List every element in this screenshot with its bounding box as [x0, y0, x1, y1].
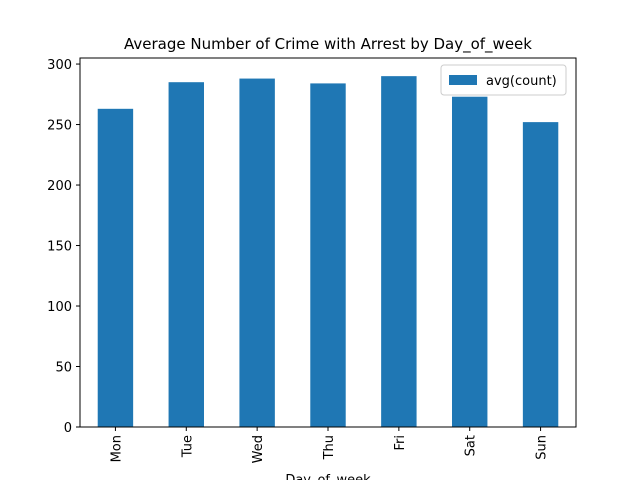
bar — [239, 78, 275, 428]
chart-title: Average Number of Crime with Arrest by D… — [124, 35, 532, 54]
bar — [168, 82, 204, 428]
y-tick-label: 300 — [47, 58, 72, 73]
bar — [97, 108, 134, 428]
bar — [381, 76, 417, 428]
y-tick-label: 150 — [47, 240, 72, 255]
y-tick-label: 200 — [47, 179, 72, 194]
x-tick-label: Sun — [535, 435, 550, 460]
bar — [310, 83, 346, 427]
axes-frame — [79, 57, 577, 428]
legend-label: avg(count) — [486, 74, 557, 89]
y-tick-label: 0 — [64, 421, 72, 436]
x-tick-label: Thu — [322, 435, 337, 460]
y-tick-label: 100 — [47, 300, 72, 315]
x-tick-label: Wed — [251, 435, 266, 463]
x-tick-label: Sat — [464, 435, 479, 456]
legend-box — [440, 64, 567, 96]
bar — [452, 96, 488, 427]
x-tick-label: Mon — [109, 435, 124, 462]
x-tick-label: Tue — [180, 435, 195, 458]
y-tick-label: 50 — [55, 361, 72, 376]
legend-swatch — [449, 75, 477, 85]
x-axis-label: Day_of_week — [285, 473, 371, 480]
y-tick-label: 250 — [47, 119, 72, 134]
x-tick-label: Fri — [393, 435, 408, 451]
bar — [522, 122, 559, 428]
